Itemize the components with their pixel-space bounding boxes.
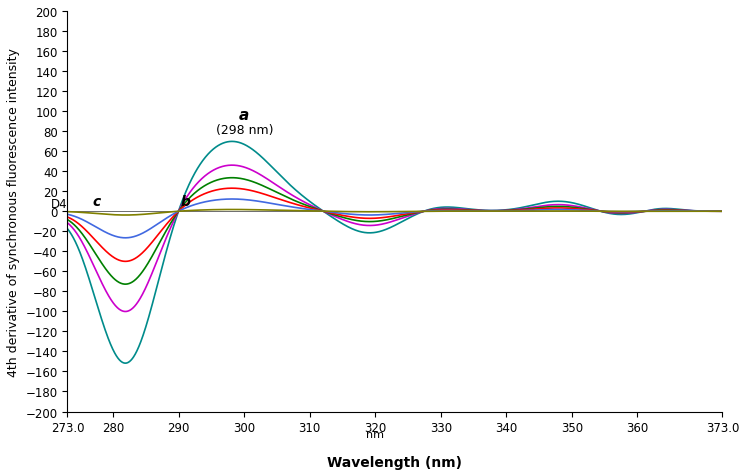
Text: c: c xyxy=(93,195,101,209)
Text: D4: D4 xyxy=(51,198,67,211)
Text: a: a xyxy=(239,108,249,123)
Text: nm: nm xyxy=(366,428,384,438)
Text: b: b xyxy=(181,195,190,209)
Text: (298 nm): (298 nm) xyxy=(216,124,273,137)
Y-axis label: 4th derivative of synchronous fluorescence intensity: 4th derivative of synchronous fluorescen… xyxy=(7,48,20,376)
X-axis label: Wavelength (nm): Wavelength (nm) xyxy=(327,455,463,469)
